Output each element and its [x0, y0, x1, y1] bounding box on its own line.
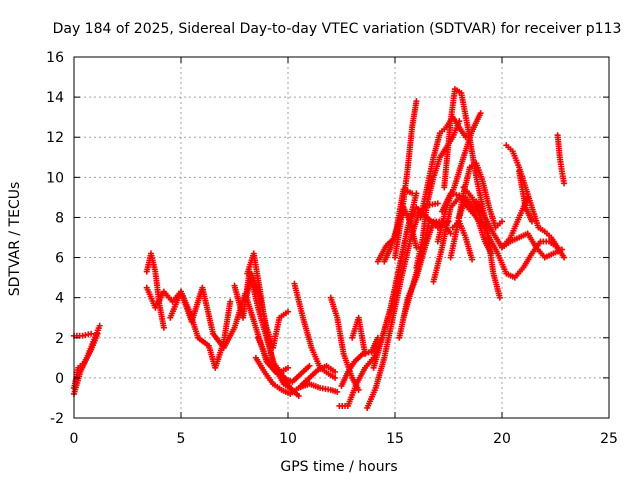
x-tick-label: 0: [70, 431, 79, 447]
data-point: [88, 330, 95, 337]
x-tick-label: 15: [386, 431, 404, 447]
series-track-17: [349, 314, 369, 357]
y-tick-label: -2: [50, 411, 64, 427]
y-tick-label: 4: [55, 291, 64, 307]
y-tick-label: 14: [46, 90, 64, 106]
series-track-35: [473, 198, 565, 261]
data-point: [524, 194, 531, 201]
series-track-02: [71, 330, 101, 391]
data-point: [499, 218, 505, 225]
y-tick-label: 0: [55, 371, 64, 387]
data-point: [456, 118, 463, 125]
series-track-12: [291, 280, 339, 381]
x-tick-label: 25: [600, 431, 618, 447]
series-track-27: [430, 194, 463, 285]
data-point: [334, 388, 341, 395]
x-tick-label: 10: [279, 431, 297, 447]
data-point: [362, 350, 369, 357]
data-point: [554, 244, 561, 251]
y-tick-label: 8: [55, 210, 64, 226]
x-tick-label: 5: [177, 431, 186, 447]
x-axis-title: GPS time / hours: [280, 459, 397, 475]
series-track-15: [338, 334, 381, 389]
tick-labels: 0 5 10 15 20 25 -2 0 2 4 6 8 10 12 14 16: [46, 50, 618, 447]
series-track-31: [449, 218, 476, 263]
y-tick-label: 2: [55, 331, 64, 347]
series-track-18: [364, 200, 441, 411]
data-point: [409, 190, 416, 197]
data-point: [496, 294, 503, 301]
data-point: [94, 330, 101, 337]
data-points: [71, 86, 568, 411]
series-track-38: [516, 168, 535, 225]
series-track-22: [392, 98, 420, 261]
data-point: [434, 200, 441, 207]
data-point: [285, 308, 291, 315]
plot-area-frame: [73, 56, 610, 419]
y-axis-title: SDTVAR / TECUs: [7, 182, 23, 297]
data-point: [447, 230, 454, 237]
series-track-10: [255, 334, 313, 385]
y-tick-label: 16: [46, 50, 64, 66]
y-tick-label: 12: [46, 130, 64, 146]
data-point: [477, 110, 484, 117]
axis-ticks: [73, 56, 610, 419]
data-point: [561, 254, 568, 261]
data-point: [558, 246, 565, 253]
data-point: [413, 98, 420, 105]
data-point: [227, 298, 234, 305]
data-point: [561, 180, 568, 187]
data-point: [285, 364, 291, 371]
data-point: [332, 374, 339, 381]
series-track-13: [297, 362, 339, 389]
x-tick-label: 20: [493, 431, 511, 447]
data-point: [96, 322, 103, 329]
data-point: [469, 256, 476, 263]
series-track-36: [503, 142, 561, 251]
data-point: [488, 250, 495, 257]
series-track-39: [554, 132, 568, 187]
y-tick-label: 6: [55, 251, 64, 267]
data-point: [160, 324, 167, 331]
data-point: [332, 368, 339, 375]
data-point: [306, 362, 313, 369]
y-tick-label: 10: [46, 170, 64, 186]
chart-title: Day 184 of 2025, Sidereal Day-to-day VTE…: [53, 21, 622, 37]
data-point: [295, 392, 302, 399]
data-point: [528, 218, 535, 225]
